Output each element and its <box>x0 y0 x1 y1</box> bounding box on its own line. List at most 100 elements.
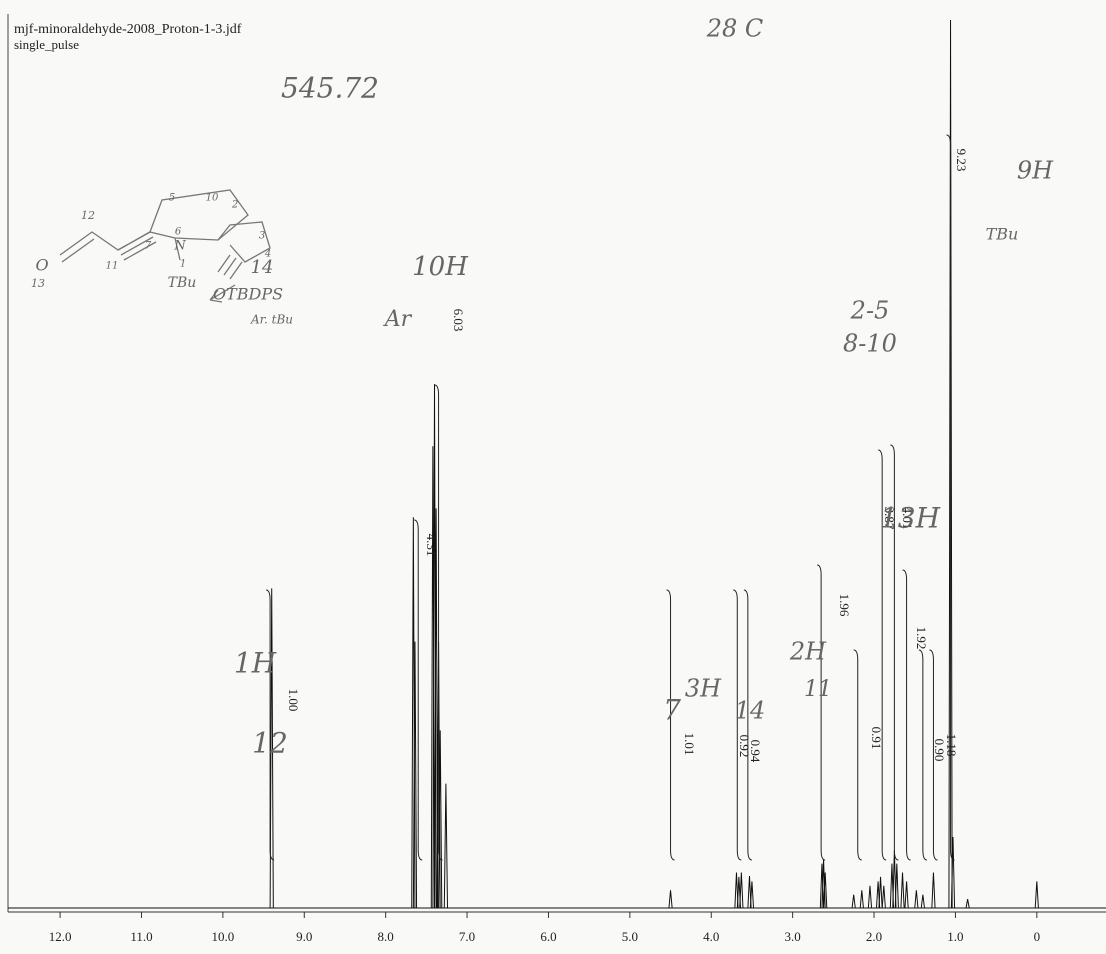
integral-label: 1.96 <box>837 594 852 617</box>
chart-title: mjf-minoraldehyde-2008_Proton-1-3.jdf <box>14 22 242 37</box>
handwritten-note: 8-10 <box>843 330 897 358</box>
integral-label: 0.91 <box>869 727 884 750</box>
handwritten-note: Ar <box>383 307 413 332</box>
integral-curve <box>946 134 955 861</box>
integral-curve <box>853 649 862 861</box>
structure-label: 3 <box>259 231 265 242</box>
integral-label: 0.94 <box>748 740 763 763</box>
peak <box>931 872 936 909</box>
x-tick-label: 9.0 <box>296 929 312 944</box>
integral-curve <box>902 569 911 861</box>
x-tick-label: 0 <box>1034 929 1041 944</box>
handwritten-note: 545.72 <box>281 72 379 105</box>
x-tick-label: 10.0 <box>212 929 235 944</box>
handwritten-note: 28 C <box>706 15 764 43</box>
peak <box>950 836 956 909</box>
integral-curve <box>434 384 443 861</box>
x-tick-label: 8.0 <box>378 929 394 944</box>
handwritten-note: 1H <box>234 647 277 680</box>
handwritten-note: 2H <box>789 638 827 666</box>
peak <box>823 872 828 909</box>
structure-label: 10 <box>206 193 219 204</box>
x-tick-label: 1.0 <box>947 929 963 944</box>
handwritten-note: Ar. tBu <box>250 313 293 327</box>
peak <box>859 890 864 909</box>
peak <box>269 588 274 909</box>
x-tick-label: 7.0 <box>459 929 475 944</box>
handwritten-note: 3H <box>685 675 722 703</box>
integral-curve <box>414 519 423 861</box>
peak <box>914 890 919 909</box>
integral-label: 1.18 <box>944 734 959 757</box>
handwritten-note: 2-5 <box>850 297 890 325</box>
handwritten-note: TBu <box>986 225 1019 244</box>
integral-curve <box>817 564 826 861</box>
integral-curve <box>266 589 275 861</box>
structure-label: 2 <box>231 200 238 211</box>
integral-label: 1.92 <box>914 627 929 650</box>
integral-label: 6.03 <box>451 309 466 332</box>
chart-subtitle: single_pulse <box>14 37 79 52</box>
integral-curve <box>929 649 938 861</box>
structure-label: 7 <box>145 241 152 252</box>
integral-curve <box>666 589 675 861</box>
handwritten-note: 13H <box>880 502 941 535</box>
peak <box>851 894 856 909</box>
peak <box>894 863 899 909</box>
x-tick-label: 11.0 <box>130 929 152 944</box>
structure-label: 4 <box>264 249 271 260</box>
peak <box>438 730 443 909</box>
structure-label: 6 <box>175 227 182 238</box>
integral-label: 4.31 <box>424 534 439 557</box>
structure-label: 11 <box>106 261 119 272</box>
peak <box>739 872 744 909</box>
integral-label: 3.87 <box>882 507 897 530</box>
peak <box>948 19 953 909</box>
x-tick-label: 4.0 <box>703 929 719 944</box>
peak <box>412 641 418 909</box>
x-tick-label: 3.0 <box>785 929 801 944</box>
integral-curve <box>918 649 927 861</box>
integral-label: 1.01 <box>682 733 697 756</box>
structure-label: 12 <box>81 209 95 222</box>
handwritten-note: 11 <box>804 677 832 702</box>
integral-label: 4.01 <box>900 507 915 530</box>
integral-curve <box>890 444 899 861</box>
peak <box>920 894 925 909</box>
peak <box>881 885 886 909</box>
peak <box>668 890 673 909</box>
handwritten-note: 12 <box>252 727 288 760</box>
integral-curve <box>733 589 742 861</box>
structure-label: 1 <box>180 259 186 270</box>
structure-label: 13 <box>31 277 45 290</box>
integral-curve <box>878 449 887 861</box>
peak <box>878 876 883 909</box>
peak <box>1034 881 1039 909</box>
structure-label: TBu <box>168 275 197 291</box>
x-tick-label: 6.0 <box>540 929 556 944</box>
handwritten-note: 7 <box>663 694 681 727</box>
peak <box>965 899 970 909</box>
handwritten-note: 10H <box>412 252 469 282</box>
handwritten-note: 9H <box>1017 157 1054 185</box>
integral-curve <box>743 589 752 861</box>
structure-label: 14 <box>251 257 274 278</box>
integral-label: 0.90 <box>932 739 947 762</box>
handwritten-note: OTBDPS <box>213 285 283 304</box>
integral-label: 1.00 <box>286 689 301 712</box>
structure-label: 5 <box>169 193 175 204</box>
x-tick-label: 5.0 <box>622 929 638 944</box>
peak <box>749 881 755 909</box>
peak <box>867 885 873 909</box>
structure-label: O <box>35 256 48 275</box>
x-tick-label: 2.0 <box>866 929 882 944</box>
handwritten-note: 14 <box>735 697 766 725</box>
peak <box>904 881 909 909</box>
integral-label: 9.23 <box>954 149 969 172</box>
x-tick-label: 12.0 <box>49 929 72 944</box>
peak <box>443 783 448 909</box>
peak <box>819 863 825 909</box>
structure-label: N <box>173 239 186 254</box>
peak <box>430 446 435 909</box>
